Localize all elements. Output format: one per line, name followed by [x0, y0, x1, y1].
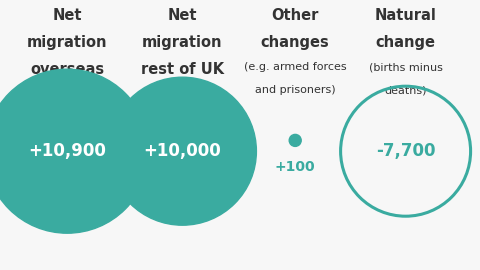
Text: +10,900: +10,900 [28, 142, 106, 160]
Text: (e.g. armed forces: (e.g. armed forces [244, 62, 347, 72]
Text: changes: changes [261, 35, 330, 50]
Text: deaths): deaths) [384, 85, 427, 95]
Text: change: change [375, 35, 435, 50]
Text: Other: Other [272, 8, 319, 23]
Text: Net: Net [52, 8, 82, 23]
Text: Net: Net [168, 8, 197, 23]
Text: migration: migration [27, 35, 108, 50]
Text: +100: +100 [275, 160, 315, 174]
Text: -7,700: -7,700 [376, 142, 435, 160]
Text: (births minus: (births minus [369, 62, 443, 72]
Circle shape [0, 69, 149, 233]
Text: rest of UK: rest of UK [141, 62, 224, 77]
Text: overseas: overseas [30, 62, 104, 77]
Text: +10,000: +10,000 [144, 142, 221, 160]
Circle shape [108, 77, 256, 225]
Text: Natural: Natural [375, 8, 436, 23]
Text: migration: migration [142, 35, 223, 50]
Circle shape [289, 134, 301, 146]
Text: and prisoners): and prisoners) [255, 85, 336, 95]
